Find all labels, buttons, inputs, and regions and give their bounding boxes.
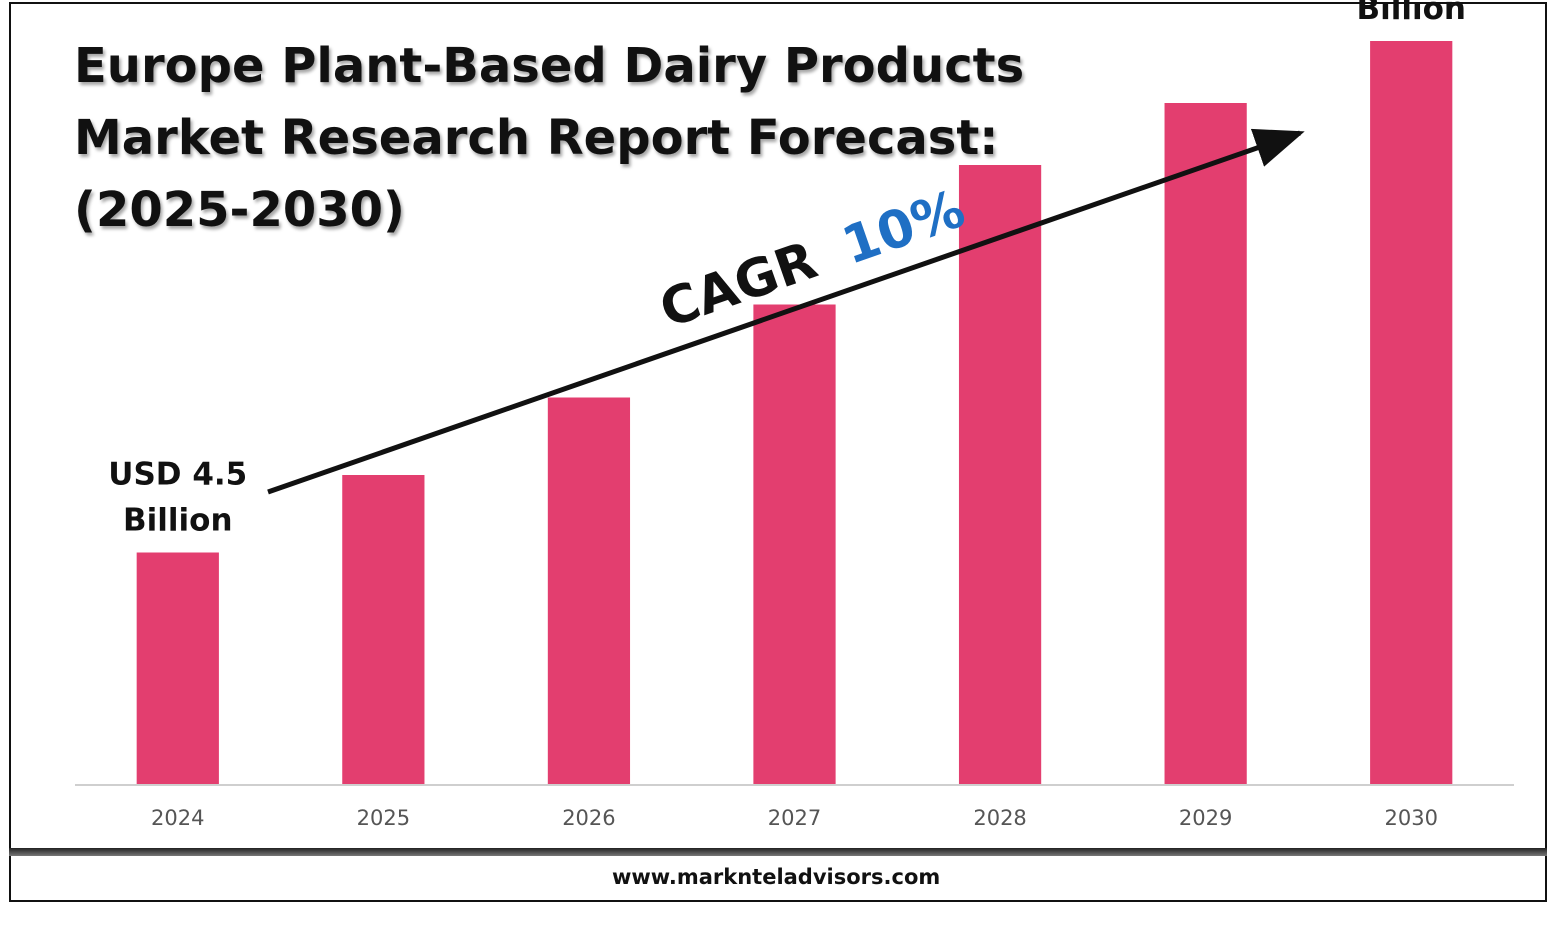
data-labels: USD 4.5BillionUSD 7.8Billion [108, 0, 1466, 539]
bar-series [136, 41, 1453, 785]
x-axis-ticks: 2024 2025 2026 2027 2028 2029 2030 [151, 806, 1438, 830]
x-tick-label-2025: 2025 [357, 806, 410, 830]
bar-2025 [342, 475, 425, 785]
title-line-3: (2025-2030) [74, 182, 405, 238]
data-label-2024-line-2: Billion [123, 503, 233, 539]
chart-title: Europe Plant-Based Dairy Products Market… [74, 30, 1074, 246]
x-tick-label-2028: 2028 [973, 806, 1026, 830]
chart-frame [9, 2, 1547, 902]
title-line-2: Market Research Report Forecast: [74, 110, 999, 166]
bar-2026 [547, 397, 631, 785]
growth-arrow [267, 128, 1305, 495]
data-label-2030-line-2: Billion [1356, 0, 1466, 27]
bar-2029 [1164, 103, 1247, 785]
x-tick-label-2026: 2026 [562, 806, 615, 830]
footer-divider [9, 848, 1547, 856]
bar-2027 [753, 304, 836, 785]
x-tick-label-2027: 2027 [768, 806, 821, 830]
data-label-2024-line-1: USD 4.5 [108, 457, 247, 493]
source-url: www.marknteladvisors.com [612, 865, 941, 889]
bar-2024 [136, 552, 219, 785]
title-line-1: Europe Plant-Based Dairy Products [74, 38, 1025, 94]
x-tick-label-2030: 2030 [1384, 806, 1437, 830]
bar-2028 [958, 165, 1042, 785]
x-tick-label-2029: 2029 [1179, 806, 1232, 830]
bar-2030 [1370, 41, 1453, 785]
x-tick-label-2024: 2024 [151, 806, 204, 830]
cagr-value: 10% [835, 179, 972, 277]
